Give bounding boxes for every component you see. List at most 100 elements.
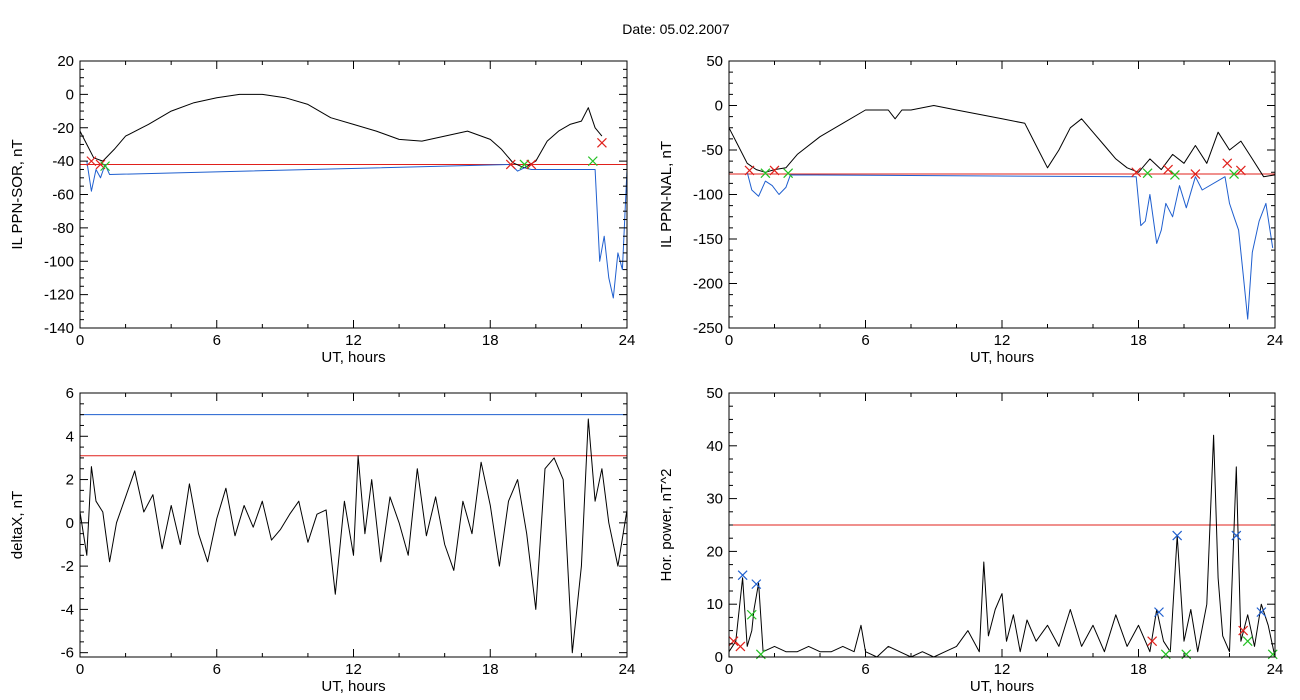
y-tick-label: -100 <box>693 187 723 204</box>
cross-marker <box>1190 169 1201 179</box>
series-line-disturbed <box>86 161 627 299</box>
cross-marker <box>505 159 516 170</box>
y-tick-label: 50 <box>706 385 723 402</box>
cross-marker <box>1172 530 1183 541</box>
x-tick-label: 24 <box>619 661 636 678</box>
cross-marker <box>1229 169 1239 179</box>
y-axis-title: IL PPN-SOR, nT <box>9 139 26 249</box>
series-line-main <box>80 93 603 169</box>
y-tick-label: 20 <box>706 543 723 560</box>
cross-marker <box>526 159 537 170</box>
y-tick-label: -50 <box>701 142 723 159</box>
y-tick-label: 0 <box>66 515 74 532</box>
cross-marker <box>587 156 598 167</box>
chart-il-ppn-sor: 0 6 12 18 24 -140 -120 -100 -80 -60 -40 -20 0 20 UT, h… <box>9 53 635 366</box>
y-axis-title: Hor. power, nT^2 <box>658 469 675 582</box>
cross-marker <box>737 570 748 581</box>
x-tick-label: 18 <box>482 332 499 349</box>
cross-marker <box>744 165 755 176</box>
y-tick-label: 4 <box>66 428 74 445</box>
cross-marker <box>1235 165 1246 176</box>
cross-marker <box>100 161 110 172</box>
x-axis-title: UT, hours <box>970 678 1034 695</box>
x-axis-title: UT, hours <box>321 349 385 366</box>
y-tick-label: 6 <box>66 385 74 402</box>
chart-il-ppn-nal: 0 6 12 18 24 -250 -200 -150 -100 -50 0 50 UT, hours I… <box>658 53 1283 366</box>
cross-marker <box>735 641 746 652</box>
cross-marker <box>1222 158 1233 169</box>
y-tick-label: -60 <box>52 187 74 204</box>
x-tick-label: 6 <box>861 661 869 678</box>
cross-marker <box>1142 168 1153 179</box>
cross-marker <box>1147 636 1158 647</box>
x-tick-label: 18 <box>482 661 499 678</box>
y-tick-label: -250 <box>693 320 723 337</box>
x-tick-label: 12 <box>345 332 362 349</box>
cross-marker <box>755 649 766 660</box>
figure-title: Date: 05.02.2007 <box>622 21 730 37</box>
y-tick-label: 2 <box>66 472 74 489</box>
x-tick-label: 24 <box>1267 661 1284 678</box>
x-tick-label: 24 <box>1267 332 1284 349</box>
x-tick-label: 6 <box>861 332 869 349</box>
cross-marker <box>769 165 780 176</box>
cross-marker <box>1242 636 1253 647</box>
cross-marker <box>86 156 97 167</box>
y-tick-label: 30 <box>706 491 723 508</box>
plot-frame <box>79 392 628 658</box>
y-tick-label: -6 <box>61 645 74 662</box>
cross-marker <box>760 168 771 179</box>
cross-marker <box>1267 649 1278 660</box>
cross-marker <box>1231 530 1242 541</box>
chart-hor-power: 0 6 12 18 24 0 10 20 30 40 50 UT, hours Hor. power, … <box>658 385 1283 695</box>
y-tick-label: -4 <box>61 601 74 618</box>
x-tick-label: 6 <box>213 661 221 678</box>
cross-marker <box>746 609 757 620</box>
y-axis-title: deltaX, nT <box>9 491 26 559</box>
x-axis-title: UT, hours <box>321 678 385 695</box>
cross-marker <box>1181 649 1192 660</box>
x-tick-label: 0 <box>76 332 84 349</box>
x-axis-title: UT, hours <box>970 349 1034 366</box>
cross-marker <box>1163 164 1173 175</box>
y-tick-label: 0 <box>715 649 723 666</box>
y-tick-label: -20 <box>52 120 74 137</box>
series-line-main <box>729 105 1275 178</box>
cross-marker <box>783 168 794 179</box>
y-tick-label: -200 <box>693 276 723 293</box>
x-tick-label: 0 <box>76 661 84 678</box>
y-tick-label: -80 <box>52 220 74 237</box>
y-tick-label: 0 <box>66 86 74 103</box>
x-tick-label: 6 <box>213 332 221 349</box>
y-tick-label: -140 <box>44 320 74 337</box>
series-line-disturbed <box>746 172 1274 320</box>
cross-marker <box>1131 167 1142 178</box>
x-tick-label: 12 <box>345 661 362 678</box>
y-tick-label: 40 <box>706 438 723 455</box>
x-tick-label: 24 <box>619 332 636 349</box>
x-tick-label: 18 <box>1130 661 1147 678</box>
y-tick-label: 10 <box>706 596 723 613</box>
y-tick-label: 0 <box>715 98 723 115</box>
x-tick-label: 0 <box>725 332 733 349</box>
y-tick-label: -150 <box>693 231 723 248</box>
x-tick-label: 0 <box>725 661 733 678</box>
cross-marker <box>1154 607 1164 618</box>
cross-marker <box>1256 607 1267 618</box>
cross-marker <box>597 137 607 148</box>
cross-marker <box>1169 169 1180 180</box>
cross-marker <box>1160 649 1171 660</box>
y-tick-label: -40 <box>52 153 74 170</box>
y-tick-label: 50 <box>706 53 723 70</box>
cross-marker <box>1238 625 1249 636</box>
plot-frame <box>79 60 628 329</box>
cross-marker <box>751 579 762 590</box>
y-tick-label: -100 <box>44 253 74 270</box>
series-line-main <box>729 434 1275 657</box>
y-tick-label: -120 <box>44 287 74 304</box>
x-tick-label: 12 <box>994 661 1011 678</box>
y-tick-label: 20 <box>57 53 74 70</box>
y-axis-title: IL PPN-NAL, nT <box>658 141 675 248</box>
